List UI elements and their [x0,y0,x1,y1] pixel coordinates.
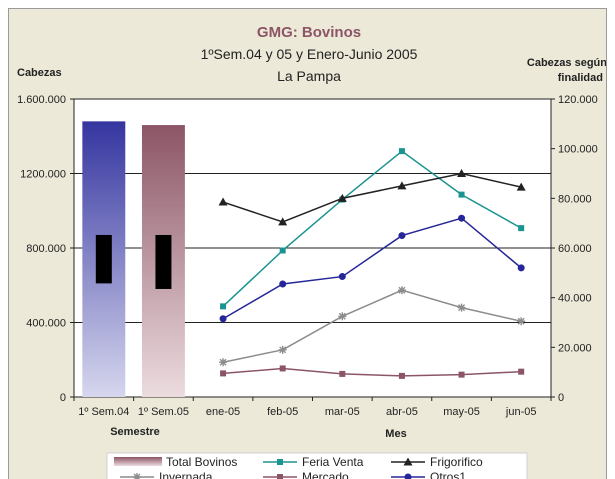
legend-marker-otros1 [404,473,412,479]
y-left-tick-label: 400.000 [26,318,66,330]
y-right-tick-label: 120.000 [558,94,598,106]
invernada-point [457,303,466,312]
invernada-point [517,317,526,326]
y-left-axis-title: Cabezas [17,67,62,79]
legend-label: Frigorifico [430,455,483,469]
frigorifico-point [337,193,347,202]
legend-marker-invernada [133,473,141,479]
otros1-line [222,217,522,320]
legend-marker-mercado [277,474,283,479]
y-left-tick-label: 1.600.000 [17,94,66,106]
frigorifico-line [222,172,522,223]
chart-svg: GMG: Bovinos 1ºSem.04 y 05 y Enero-Junio… [17,24,607,479]
y-right-axis-title-line1: Cabezas según [527,57,607,69]
chart-title: GMG: Bovinos [257,24,361,41]
mercado-point [339,370,346,377]
legend-label: Mercado [302,470,349,479]
x-tick-label: jun-05 [505,406,537,418]
x-tick-label: mar-05 [325,406,360,418]
frigorifico-point [457,169,467,177]
x-tick-label: may-05 [443,406,480,418]
total-bovinos-range-marker [95,234,112,284]
y-right-tick-label: 40.000 [558,293,592,305]
otros1-point [338,273,346,281]
mercado-point [518,368,525,375]
otros1-point [458,214,466,222]
legend-swatch-total-bovinos [114,457,162,466]
legend: Total Bovinos Feria Venta Frigorifico Inver… [106,452,528,479]
mercado-point [220,370,227,377]
month-axis-title: Mes [385,428,406,440]
y-right-tick-label: 80.000 [558,193,592,205]
y-right-tick-label: 60.000 [558,243,592,255]
total-bovinos-range-marker [155,234,172,289]
mercado-point [279,365,286,372]
feria-venta-point [398,148,405,155]
otros1-point [517,264,525,272]
feria-venta-point [518,225,525,232]
chart-subtitle-region: La Pampa [277,68,341,84]
otros1-point [398,232,406,240]
frigorifico-point [397,181,407,190]
mercado-point [398,372,405,379]
y-right-tick-label: 100.000 [558,144,598,156]
legend-label: Otros1 [430,470,466,479]
x-tick-label: 1º Sem.05 [138,406,189,418]
legend-label: Feria Venta [302,455,364,469]
feria-venta-line [222,150,522,307]
y-right-axis-title-line2: finalidad [558,72,603,84]
y-left-tick-label: 0 [60,392,66,404]
y-left-tick-label: 800.000 [26,243,66,255]
feria-venta-point [458,191,465,198]
feria-venta-point [220,303,227,310]
legend-box [106,452,528,479]
legend-marker-feria-venta [277,459,283,465]
semester-axis-title: Semestre [110,426,160,438]
x-tick-label: abr-05 [386,406,418,418]
mercado-line [223,367,522,377]
y-right-tick-label: 20.000 [558,342,592,354]
frigorifico-point [516,182,526,191]
otros1-point [279,280,287,288]
x-tick-label: 1º Sem.04 [78,406,129,418]
frigorifico-point [218,197,228,206]
legend-marker-frigorifico [403,457,413,466]
x-tick-label: ene-05 [206,406,240,418]
invernada-point [397,286,406,295]
otros1-point [219,315,227,323]
chart-area: GMG: Bovinos 1ºSem.04 y 05 y Enero-Junio… [8,8,607,479]
legend-label: Invernada [159,470,213,479]
invernada-point [219,358,228,367]
feria-venta-point [279,247,286,254]
chart-subtitle: 1ºSem.04 y 05 y Enero-Junio 2005 [201,46,418,62]
invernada-point [278,345,287,354]
x-tick-label: feb-05 [267,406,298,418]
plot-layer: 0 400.000 800.000 1200.000 1.600.000 0 20.000 4… [17,94,598,418]
invernada-line [222,289,522,363]
invernada-point [338,312,347,321]
mercado-point [458,371,465,378]
legend-label: Total Bovinos [166,455,237,469]
y-right-tick-label: 0 [558,392,564,404]
y-left-tick-label: 1200.000 [20,169,66,181]
frigorifico-point [278,217,288,226]
